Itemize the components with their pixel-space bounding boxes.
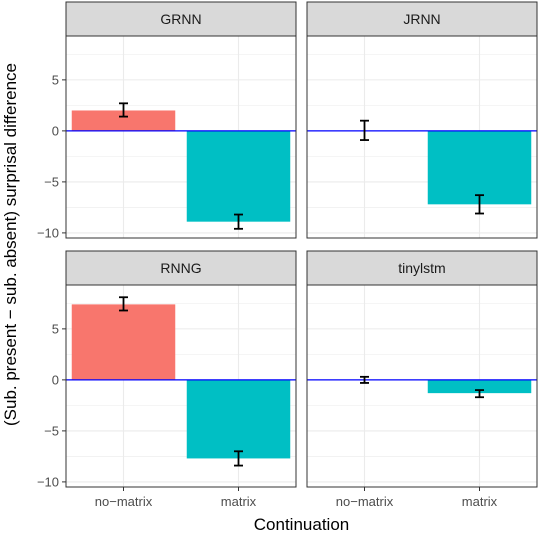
facet-strip-rnng [65, 250, 297, 286]
facet-title-rnng: RNNG [160, 260, 201, 276]
x-tick-label-tinylstm: matrix [462, 494, 498, 509]
bar-rnng-no-matrix [71, 304, 176, 380]
y-axis-title: (Sub. present − sub. absent) surprisal d… [1, 63, 20, 426]
bar-rnng-matrix [186, 379, 291, 459]
x-tick-label-rnng: no−matrix [95, 494, 153, 509]
y-tick-label-grnn: −5 [44, 174, 59, 189]
bar-tinylstm-matrix [427, 379, 532, 394]
bar-grnn-no-matrix [71, 110, 176, 131]
x-tick-label-rnng: matrix [221, 494, 257, 509]
panel-frame-jrnn [306, 35, 538, 239]
facet-strip-grnn [65, 1, 297, 37]
y-tick-label-rnng: 5 [52, 321, 59, 336]
panel-frame-rnng [65, 284, 297, 488]
y-tick-label-grnn: 5 [52, 72, 59, 87]
facet-title-tinylstm: tinylstm [398, 260, 445, 276]
panel-frame-tinylstm [306, 284, 538, 488]
y-tick-label-rnng: −5 [44, 423, 59, 438]
bar-grnn-matrix [186, 130, 291, 222]
x-tick-label-tinylstm: no−matrix [336, 494, 394, 509]
y-tick-label-rnng: 0 [52, 372, 59, 387]
facet-strip-jrnn [306, 1, 538, 37]
facet-title-grnn: GRNN [160, 11, 201, 27]
facet-title-jrnn: JRNN [403, 11, 440, 27]
bar-jrnn-matrix [427, 130, 532, 205]
y-tick-label-rnng: −10 [37, 474, 59, 489]
panel-frame-grnn [65, 35, 297, 239]
y-tick-label-grnn: 0 [52, 123, 59, 138]
facet-strip-tinylstm [306, 250, 538, 286]
y-tick-label-grnn: −10 [37, 225, 59, 240]
x-axis-title: Continuation [254, 515, 349, 534]
